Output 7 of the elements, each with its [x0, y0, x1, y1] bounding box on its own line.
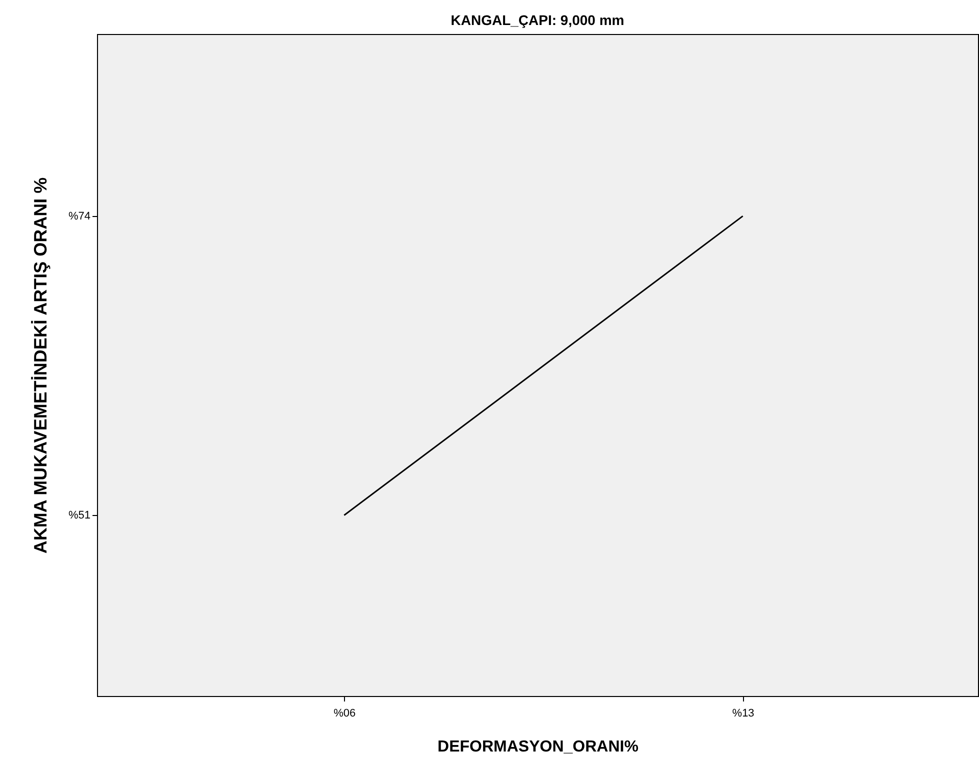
y-tick-label: %74: [68, 210, 90, 223]
y-axis-title: AKMA MUKAVEMETİNDEKİ ARTIŞ ORANI %: [30, 177, 50, 554]
x-tick-label: %06: [334, 708, 356, 720]
chart-title: KANGAL_ÇAPI: 9,000 mm: [450, 12, 624, 28]
x-axis-title: DEFORMASYON_ORANI%: [438, 738, 638, 756]
y-tick-label: %51: [68, 510, 90, 522]
x-tick-label: %13: [732, 708, 754, 720]
